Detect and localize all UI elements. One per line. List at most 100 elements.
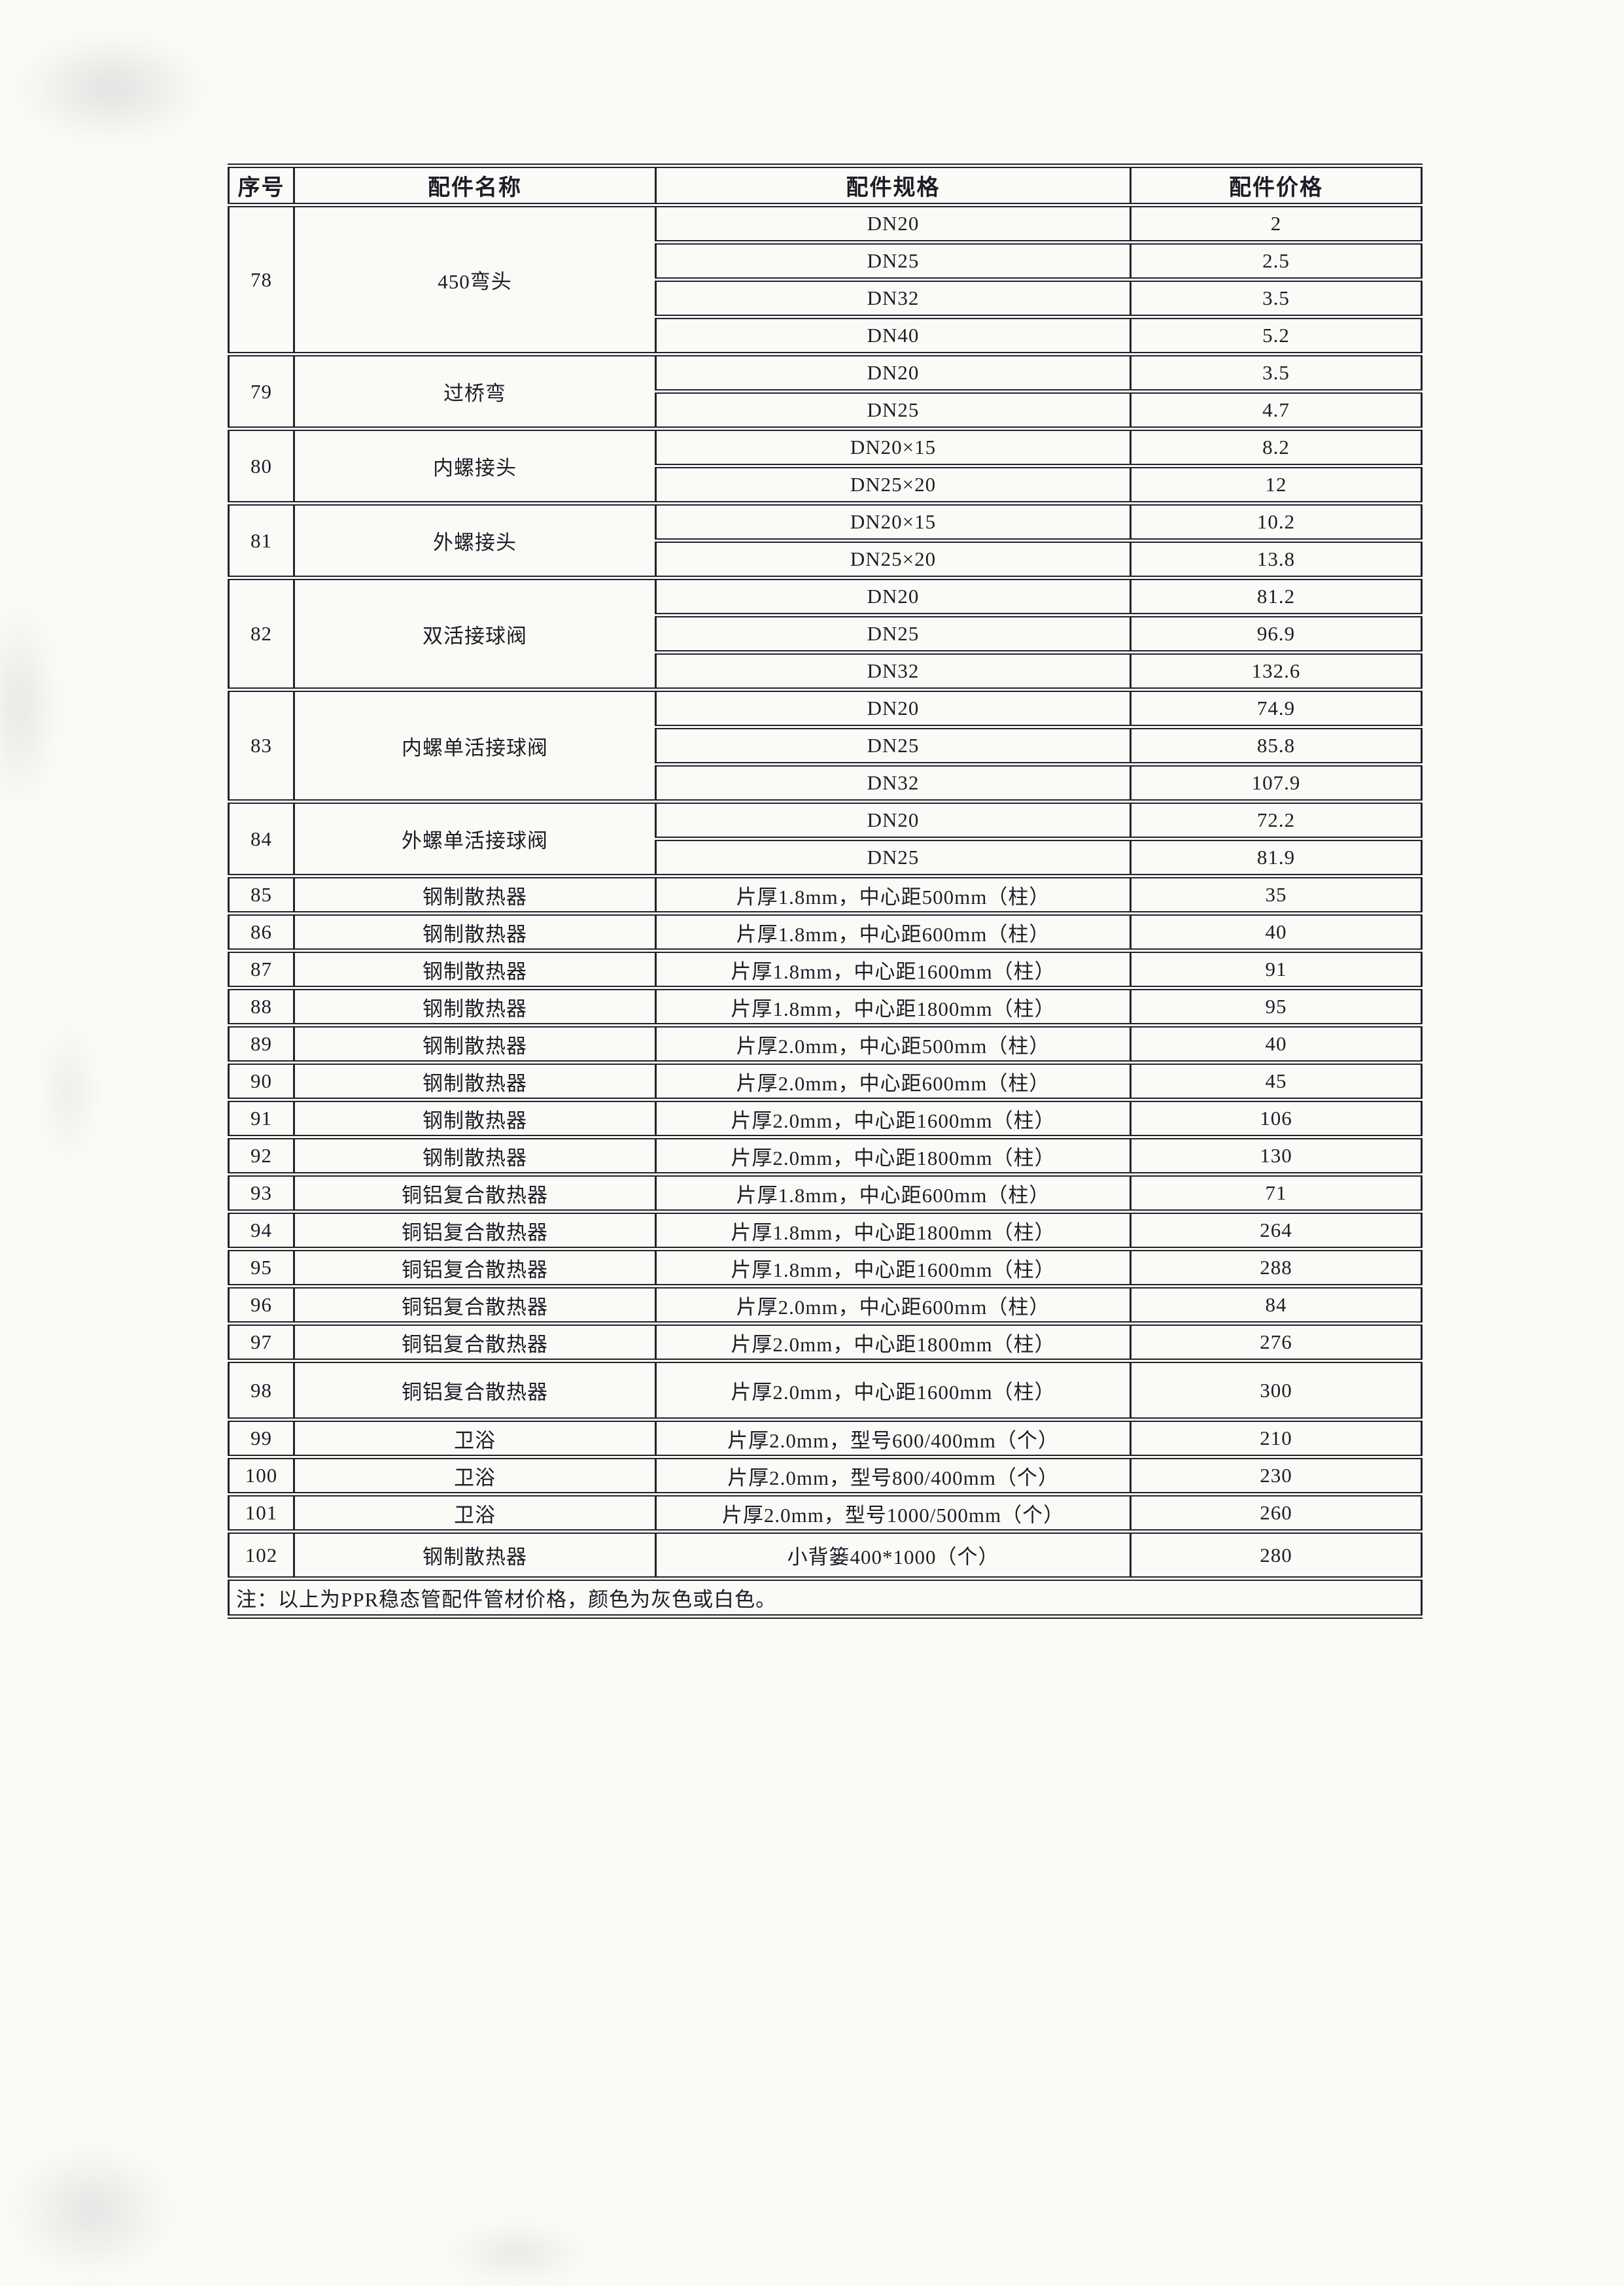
table-note: 注：以上为PPR稳态管配件管材价格，颜色为灰色或白色。 [228,1576,1423,1619]
table-cell-serial: 95 [228,1247,295,1289]
table-cell-part-name: 内螺单活接球阀 [293,687,657,804]
column-header-part-name: 配件名称 [293,164,657,207]
table-cell-serial: 102 [228,1529,295,1581]
table-cell-part-name: 钢制散热器 [293,874,657,916]
table-cell-part-spec: 片厚2.0mm，型号800/400mm（个） [655,1455,1132,1497]
table-cell-part-spec: DN20 [655,352,1132,394]
table-cell-part-name: 过桥弯 [293,352,657,431]
table-cell-serial: 90 [228,1060,295,1102]
table-row: DN40 5.2 [229,315,1423,356]
table-cell-part-price: 8.2 [1130,426,1423,468]
table-cell-part-price: 107.9 [1130,762,1423,804]
table-cell-part-name: 铜铝复合散热器 [293,1321,657,1363]
table-cell-part-spec: DN20 [655,687,1132,729]
table-cell-part-price: 280 [1130,1529,1423,1581]
table-cell-part-spec: DN20×15 [655,501,1132,543]
table-cell-part-price: 132.6 [1130,650,1423,692]
table-cell-part-name: 钢制散热器 [293,1529,657,1581]
table-cell-part-spec: DN20 [655,203,1132,245]
table-cell-part-price: 4.7 [1130,389,1423,431]
table-row: 89 钢制散热器 片厚2.0mm，中心距500mm（柱） 40 [228,1023,1423,1065]
table-row: 78 450弯头 DN20 2 [228,203,1423,356]
table-cell-serial: 88 [228,986,295,1028]
table-cell-part-spec: DN25 [655,389,1132,431]
table-row: 92 钢制散热器 片厚2.0mm，中心距1800mm（柱） 130 [228,1135,1423,1177]
table-cell-part-price: 10.2 [1130,501,1423,543]
table-cell-part-price: 72.2 [1130,799,1423,841]
table-cell-part-name: 卫浴 [293,1417,657,1459]
table-row: 94 铜铝复合散热器 片厚1.8mm，中心距1800mm（柱） 264 [228,1209,1423,1251]
scan-smudge [13,33,209,144]
table-row: 79 过桥弯 DN20 3.5 [228,352,1423,431]
table-cell-serial: 91 [228,1098,295,1139]
table-cell-serial: 85 [228,874,295,916]
table-header-row: 序号 配件名称 配件规格 配件价格 [228,164,1423,207]
table-row: 88 钢制散热器 片厚1.8mm，中心距1800mm（柱） 95 [228,986,1423,1028]
table-cell-part-price: 96.9 [1130,613,1423,655]
table-cell-part-price: 300 [1130,1359,1423,1422]
table-cell-part-price: 95 [1130,986,1423,1028]
table-cell-part-name: 钢制散热器 [293,948,657,990]
table-cell-part-spec: 片厚2.0mm，中心距1800mm（柱） [655,1321,1132,1363]
table-cell-part-spec: 片厚1.8mm，中心距1800mm（柱） [655,986,1132,1028]
table-row: DN32 107.9 [229,762,1423,804]
table-row: 83 内螺单活接球阀 DN20 74.9 [228,687,1423,804]
table-cell-part-spec: 片厚1.8mm，中心距1600mm（柱） [655,1247,1132,1289]
table-cell-part-price: 84 [1130,1284,1423,1326]
table-cell-part-name: 钢制散热器 [293,1060,657,1102]
table-cell-part-spec: 片厚1.8mm，中心距600mm（柱） [655,1172,1132,1214]
table-cell-part-price: 74.9 [1130,687,1423,729]
scan-smudge [445,2224,589,2283]
table-cell-part-spec: 片厚1.8mm，中心距1600mm（柱） [655,948,1132,990]
table-row: 84 外螺单活接球阀 DN20 72.2 [228,799,1423,878]
table-cell-part-spec: DN25×20 [655,464,1132,506]
table-cell-serial: 78 [228,203,295,356]
table-cell-part-name: 外螺接头 [293,501,657,580]
table-cell-part-spec: DN20×15 [655,426,1132,468]
table-cell-part-spec: DN40 [655,315,1132,356]
table-cell-part-spec: DN32 [655,762,1132,804]
table-cell-part-spec: DN25×20 [655,538,1132,580]
table-row: 100 卫浴 片厚2.0mm，型号800/400mm（个） 230 [228,1455,1423,1497]
column-header-part-price: 配件价格 [1130,164,1423,207]
table-cell-serial: 101 [228,1492,295,1534]
column-header-serial: 序号 [228,164,295,207]
table-row: 101 卫浴 片厚2.0mm，型号1000/500mm（个） 260 [228,1492,1423,1534]
table-row: DN25 85.8 [229,725,1423,767]
table-cell-part-price: 106 [1130,1098,1423,1139]
table-cell-part-name: 450弯头 [293,203,657,356]
table-row: 102 钢制散热器 小背篓400*1000（个） 280 [228,1529,1423,1581]
table-row: 99 卫浴 片厚2.0mm，型号600/400mm（个） 210 [228,1417,1423,1459]
table-cell-serial: 79 [228,352,295,431]
table-cell-part-spec: 片厚2.0mm，型号1000/500mm（个） [655,1492,1132,1534]
table-cell-part-price: 130 [1130,1135,1423,1177]
table-cell-serial: 97 [228,1321,295,1363]
table-cell-serial: 99 [228,1417,295,1459]
table-row: 86 钢制散热器 片厚1.8mm，中心距600mm（柱） 40 [228,911,1423,953]
table-note-row: 注：以上为PPR稳态管配件管材价格，颜色为灰色或白色。 [228,1576,1423,1619]
table-row: 82 双活接球阀 DN20 81.2 [228,576,1423,692]
table-row: 97 铜铝复合散热器 片厚2.0mm，中心距1800mm（柱） 276 [228,1321,1423,1363]
table-cell-part-spec: 片厚1.8mm，中心距500mm（柱） [655,874,1132,916]
table-row: DN32 132.6 [229,650,1423,692]
table-cell-part-price: 288 [1130,1247,1423,1289]
table-row: 85 钢制散热器 片厚1.8mm，中心距500mm（柱） 35 [228,874,1423,916]
table-cell-serial: 87 [228,948,295,990]
table-cell-part-name: 铜铝复合散热器 [293,1247,657,1289]
table-cell-serial: 81 [228,501,295,580]
table-row: DN25×20 12 [229,464,1423,506]
table-cell-serial: 98 [228,1359,295,1422]
table-cell-part-spec: 片厚1.8mm，中心距600mm（柱） [655,911,1132,953]
table-cell-part-spec: DN20 [655,576,1132,617]
table-row: 98 铜铝复合散热器 片厚2.0mm，中心距1600mm（柱） 300 [228,1359,1423,1422]
table-cell-part-name: 钢制散热器 [293,1098,657,1139]
table-cell-part-name: 外螺单活接球阀 [293,799,657,878]
table-cell-serial: 92 [228,1135,295,1177]
table-cell-part-name: 钢制散热器 [293,1023,657,1065]
table-cell-serial: 86 [228,911,295,953]
table-cell-part-price: 210 [1130,1417,1423,1459]
table-cell-part-price: 45 [1130,1060,1423,1102]
table-cell-part-price: 81.2 [1130,576,1423,617]
table-cell-part-name: 卫浴 [293,1492,657,1534]
scan-smudge [7,2145,177,2276]
